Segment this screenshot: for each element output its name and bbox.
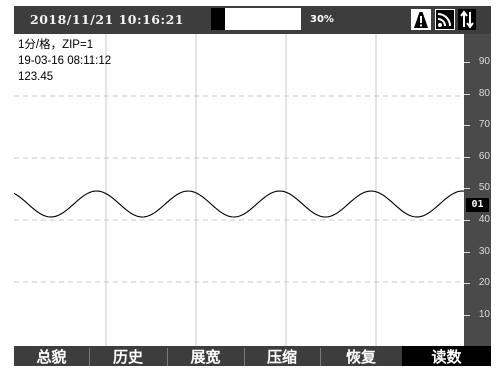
progress-bar — [211, 8, 301, 30]
expand-button[interactable]: 展宽 — [190, 348, 221, 366]
menu-separator — [320, 348, 321, 366]
menu-separator — [244, 348, 245, 366]
plot-grid — [14, 34, 464, 346]
time-scale-label: 1分/格，ZIP=1 — [18, 39, 94, 51]
scale-tick-label: 90 — [478, 56, 490, 67]
bottom-menu: 总貌 历史 展宽 压缩 恢复 读数 — [14, 346, 491, 366]
scale-tick — [464, 94, 470, 95]
progress-percent: 30% — [310, 14, 334, 25]
scale-tick-label: 40 — [478, 214, 490, 225]
menu-separator — [89, 348, 90, 366]
scale-tick-label: 10 — [478, 309, 490, 320]
trend-plot[interactable]: 1分/格，ZIP=1 19-03-16 08:11:12 123.45 — [14, 34, 464, 346]
scale-tick — [464, 220, 470, 221]
datetime-display: 2018/11/21 10:16:21 — [30, 12, 184, 27]
scale-tick — [464, 62, 470, 63]
channel-indicator: 01 — [466, 198, 489, 212]
cursor-timestamp: 19-03-16 08:11:12 — [18, 55, 112, 67]
compress-button[interactable]: 压缩 — [266, 348, 297, 366]
value-scale: 90 80 70 60 50 40 30 20 10 01 — [464, 34, 491, 346]
scale-tick-label: 70 — [478, 119, 490, 130]
status-bar: 2018/11/21 10:16:21 30% — [14, 6, 491, 34]
progress-fill — [211, 8, 225, 30]
overview-button[interactable]: 总貌 — [36, 348, 67, 366]
scale-tick-label: 20 — [478, 277, 490, 288]
scale-tick-label: 50 — [478, 182, 490, 193]
history-button[interactable]: 历史 — [112, 348, 143, 366]
rss-feed-icon[interactable] — [435, 9, 455, 30]
scale-tick-label: 60 — [478, 151, 490, 162]
trend-curve — [14, 190, 464, 218]
scale-tick — [464, 188, 470, 189]
scale-tick-label: 30 — [478, 246, 490, 257]
scale-tick-label: 80 — [478, 88, 490, 99]
restore-button[interactable]: 恢复 — [345, 348, 376, 366]
scale-tick — [464, 315, 470, 316]
menu-separator — [167, 348, 168, 366]
scale-tick — [464, 157, 470, 158]
scale-tick — [464, 252, 470, 253]
read-value-button[interactable]: 读数 — [402, 346, 491, 366]
cursor-value: 123.45 — [18, 71, 54, 83]
warning-icon[interactable] — [411, 9, 431, 30]
scale-tick — [464, 283, 470, 284]
scale-tick — [464, 125, 470, 126]
transfer-arrows-icon[interactable] — [458, 9, 476, 30]
